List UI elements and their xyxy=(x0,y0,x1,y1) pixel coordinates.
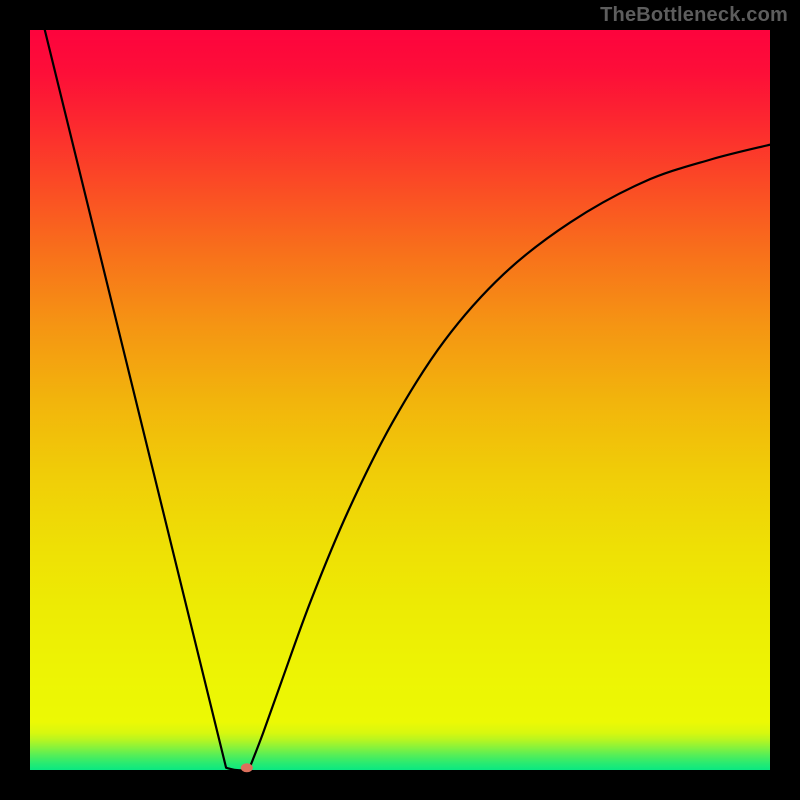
plot-background xyxy=(30,30,770,770)
chart-container: TheBottleneck.com xyxy=(0,0,800,800)
watermark-text: TheBottleneck.com xyxy=(600,4,788,27)
valley-marker xyxy=(241,763,253,772)
bottleneck-chart xyxy=(0,0,800,800)
